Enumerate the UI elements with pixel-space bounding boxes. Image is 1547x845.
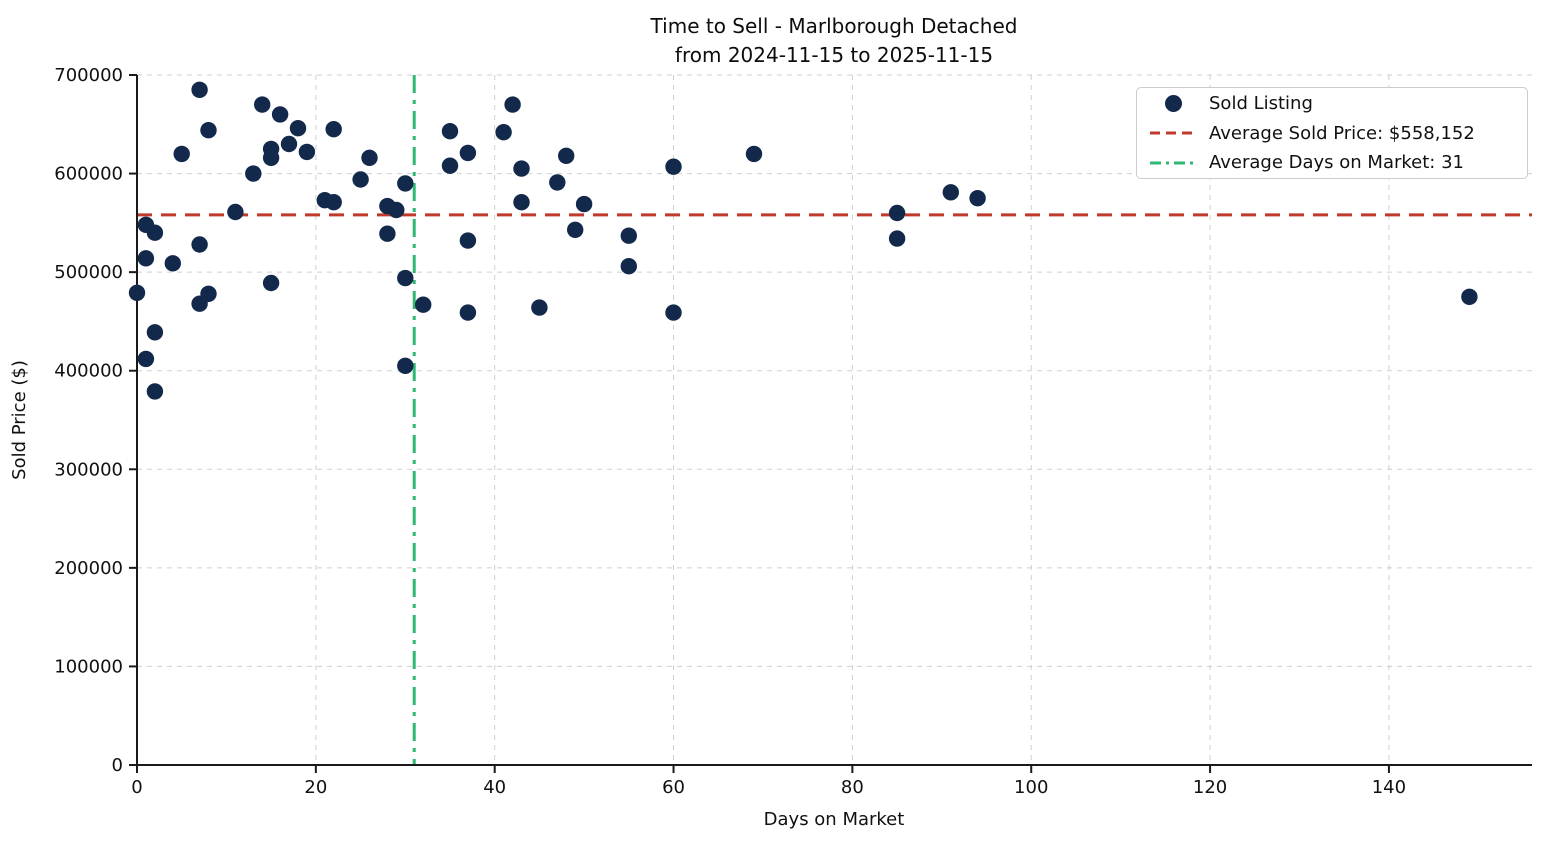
data-point bbox=[173, 145, 190, 163]
data-point bbox=[620, 227, 637, 244]
x-tick-label: 80 bbox=[841, 777, 864, 798]
y-tick-label: 100000 bbox=[54, 656, 123, 677]
data-point bbox=[549, 174, 566, 191]
dashed-line-icon bbox=[1149, 130, 1197, 136]
x-tick-label: 20 bbox=[304, 777, 327, 798]
y-tick-label: 400000 bbox=[54, 361, 123, 382]
data-point bbox=[441, 123, 459, 140]
data-point bbox=[1461, 288, 1478, 305]
legend: Sold Listing Average Sold Price: $558,15… bbox=[1136, 87, 1528, 179]
avg-price-sample bbox=[1150, 131, 1196, 135]
legend-item-avg-days: Average Days on Market: 31 bbox=[1137, 149, 1527, 177]
data-point bbox=[888, 230, 906, 247]
data-point bbox=[388, 201, 405, 219]
data-point bbox=[888, 204, 906, 222]
data-point bbox=[575, 195, 593, 213]
data-point bbox=[271, 106, 289, 123]
data-point bbox=[397, 175, 414, 192]
y-tick-label: 700000 bbox=[54, 65, 123, 86]
data-point bbox=[289, 120, 307, 137]
data-point bbox=[280, 135, 298, 153]
y-tick-label: 500000 bbox=[54, 262, 123, 283]
data-point bbox=[200, 122, 217, 139]
data-point bbox=[352, 171, 369, 188]
y-tick-label: 200000 bbox=[54, 558, 123, 579]
y-axis-label: Sold Price ($) bbox=[9, 360, 30, 480]
legend-label-sold-listing: Sold Listing bbox=[1209, 93, 1313, 114]
data-point bbox=[745, 145, 763, 163]
data-point bbox=[513, 194, 530, 211]
x-tick-label: 100 bbox=[1014, 777, 1048, 798]
plot-area: 0 20 40 60 80 100 120 140 0 100000 200000 300000 400… bbox=[54, 65, 1532, 798]
data-point bbox=[379, 225, 396, 242]
y-tick-label: 300000 bbox=[54, 459, 123, 480]
chart-title: Time to Sell - Marlborough Detached bbox=[650, 14, 1018, 38]
data-point bbox=[531, 299, 548, 316]
x-tick-label: 60 bbox=[662, 777, 685, 798]
legend-item-sold-listing: Sold Listing bbox=[1137, 90, 1527, 118]
avg-days-sample bbox=[1150, 161, 1196, 164]
data-point bbox=[137, 350, 155, 368]
data-point bbox=[397, 269, 414, 287]
y-tick-label: 0 bbox=[112, 755, 123, 776]
data-point bbox=[620, 258, 637, 275]
data-point bbox=[459, 232, 477, 249]
data-point bbox=[495, 124, 512, 141]
scatter-marker-icon bbox=[1149, 95, 1197, 112]
data-point bbox=[191, 236, 208, 253]
data-point bbox=[969, 190, 986, 207]
data-point bbox=[459, 144, 477, 162]
legend-item-avg-price: Average Sold Price: $558,152 bbox=[1137, 119, 1527, 147]
data-point bbox=[262, 149, 280, 166]
x-tick-label: 120 bbox=[1193, 777, 1227, 798]
x-tick-label: 140 bbox=[1372, 777, 1406, 798]
data-point bbox=[415, 296, 432, 313]
data-point bbox=[513, 160, 530, 177]
data-point bbox=[146, 224, 164, 241]
data-point bbox=[191, 81, 208, 99]
x-tick-label: 0 bbox=[131, 777, 142, 798]
data-point bbox=[665, 304, 682, 321]
data-point bbox=[665, 158, 682, 175]
data-point bbox=[164, 255, 181, 272]
data-point bbox=[128, 284, 146, 301]
y-tick-label: 600000 bbox=[54, 164, 123, 185]
data-point bbox=[397, 357, 414, 374]
data-point bbox=[325, 121, 342, 138]
sold-listing-dot-icon bbox=[1164, 95, 1182, 112]
chart-subtitle: from 2024-11-15 to 2025-11-15 bbox=[675, 43, 993, 67]
dashdot-line-icon bbox=[1149, 160, 1197, 166]
data-point bbox=[245, 165, 262, 182]
legend-label-avg-price: Average Sold Price: $558,152 bbox=[1209, 122, 1475, 144]
data-point bbox=[459, 304, 477, 321]
data-point bbox=[325, 194, 342, 211]
data-point bbox=[942, 184, 959, 201]
x-tick-label: 40 bbox=[483, 777, 506, 798]
data-point bbox=[558, 147, 575, 164]
data-point bbox=[200, 285, 217, 302]
data-point bbox=[361, 149, 378, 166]
data-point bbox=[227, 203, 244, 221]
data-point bbox=[567, 221, 584, 238]
data-point bbox=[254, 96, 271, 113]
legend-label-avg-days: Average Days on Market: 31 bbox=[1209, 152, 1464, 173]
data-point bbox=[146, 383, 164, 400]
data-point bbox=[146, 324, 164, 341]
data-point bbox=[298, 143, 316, 161]
x-axis-label: Days on Market bbox=[764, 809, 905, 830]
data-point bbox=[504, 96, 521, 113]
data-point bbox=[262, 274, 280, 292]
data-point bbox=[137, 250, 155, 267]
data-point bbox=[441, 157, 459, 174]
